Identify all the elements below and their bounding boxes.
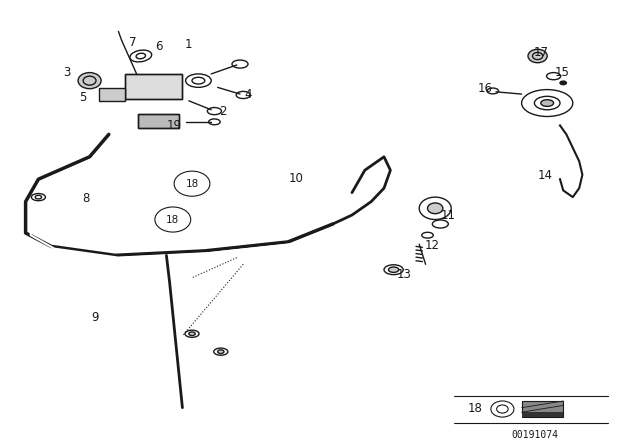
Ellipse shape <box>388 267 399 272</box>
Text: 4: 4 <box>244 87 252 101</box>
Text: 6: 6 <box>155 40 163 53</box>
Text: 14: 14 <box>538 169 553 182</box>
Text: 7: 7 <box>129 36 137 49</box>
FancyBboxPatch shape <box>522 401 563 417</box>
Text: 13: 13 <box>397 267 412 281</box>
Text: 9: 9 <box>91 310 99 324</box>
Bar <box>99 88 125 101</box>
Text: 11: 11 <box>440 209 456 223</box>
Text: 18: 18 <box>166 215 179 224</box>
Text: 1: 1 <box>185 38 193 52</box>
Text: 16: 16 <box>477 82 493 95</box>
Text: 15: 15 <box>554 66 570 79</box>
Text: 8: 8 <box>83 191 90 205</box>
Text: 2: 2 <box>219 104 227 118</box>
Circle shape <box>78 73 101 89</box>
Text: 19: 19 <box>166 119 182 132</box>
Text: 5: 5 <box>79 90 87 104</box>
Bar <box>138 114 179 128</box>
Ellipse shape <box>541 99 554 107</box>
Bar <box>522 412 563 417</box>
Text: 12: 12 <box>424 238 440 252</box>
Text: 00191074: 00191074 <box>511 431 558 440</box>
Text: 3: 3 <box>63 66 71 79</box>
Bar <box>125 74 182 99</box>
Bar <box>125 74 182 99</box>
Ellipse shape <box>560 81 566 85</box>
Text: 10: 10 <box>288 172 303 185</box>
Bar <box>138 114 179 128</box>
Text: 17: 17 <box>533 46 548 60</box>
Text: 18: 18 <box>467 402 482 415</box>
Circle shape <box>528 49 547 63</box>
Text: 18: 18 <box>186 179 198 189</box>
Ellipse shape <box>189 332 195 336</box>
Circle shape <box>428 203 443 214</box>
Ellipse shape <box>218 350 224 353</box>
